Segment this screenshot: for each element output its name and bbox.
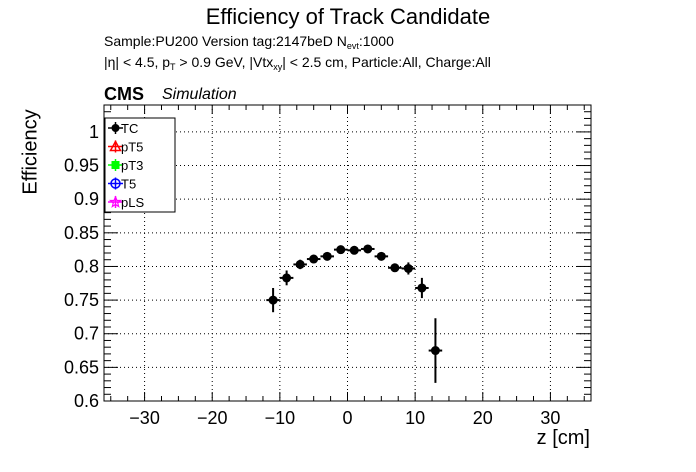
cuts-part-1: |η| < 4.5, p — [104, 54, 171, 70]
legend-entry: pT3 — [108, 158, 143, 173]
legend-label: T5 — [121, 177, 136, 192]
data-point — [347, 245, 362, 255]
point-marker — [336, 245, 346, 255]
selection-cuts: |η| < 4.5, pT > 0.9 GeV, |Vtxxy| < 2.5 c… — [104, 54, 491, 72]
point-marker — [295, 259, 305, 269]
x-tick-label: 10 — [405, 408, 425, 428]
legend-entry: T5 — [108, 177, 136, 192]
y-tick-label: 0.7 — [74, 324, 99, 344]
legend-marker-open-circle — [110, 178, 121, 189]
x-tick-label: −10 — [265, 408, 296, 428]
data-point — [306, 254, 321, 264]
data-point — [374, 251, 389, 261]
grid-lines — [104, 105, 591, 401]
simulation-label: Simulation — [162, 86, 237, 103]
legend-marker-star — [108, 195, 123, 208]
x-tick-label: −30 — [129, 408, 160, 428]
legend-marker-square — [111, 161, 120, 169]
y-tick-label: 0.65 — [64, 357, 99, 377]
x-axis-label: z [cm] — [536, 427, 590, 449]
y-tick-label: 0.9 — [74, 189, 99, 209]
point-marker — [417, 283, 427, 293]
data-points — [266, 244, 443, 383]
cuts-subscript-1: T — [170, 62, 176, 72]
data-point — [401, 262, 416, 275]
chart-title: Efficiency of Track Candidate — [205, 4, 491, 29]
data-point — [333, 245, 348, 255]
cuts-subscript-2: xy — [273, 62, 283, 72]
x-tick-label: −20 — [197, 408, 228, 428]
point-marker — [403, 263, 413, 273]
data-point — [293, 259, 307, 270]
x-tick-label: 20 — [473, 408, 493, 428]
sample-info: Sample:PU200 Version tag:2147beD Nevt:10… — [104, 33, 394, 51]
data-point — [388, 263, 402, 273]
y-tick-label: 0.6 — [74, 391, 99, 411]
data-point — [428, 318, 443, 383]
legend: TC pT5 pT3 T5 pLS — [104, 117, 176, 213]
legend-label: TC — [121, 121, 138, 136]
cms-label: CMS — [104, 84, 144, 104]
point-marker — [309, 254, 319, 264]
legend-entry: TC — [108, 121, 138, 136]
legend-marker-circle — [111, 124, 120, 132]
legend-entry: pT5 — [108, 140, 143, 155]
x-tick-label: 0 — [342, 408, 352, 428]
point-marker — [282, 273, 292, 283]
sample-info-suffix: :1000 — [358, 33, 394, 49]
y-tick-label: 0.95 — [64, 156, 99, 176]
data-point — [279, 270, 294, 286]
point-marker — [430, 346, 440, 356]
legend-entry: pLS — [108, 195, 144, 210]
legend-label: pLS — [121, 195, 144, 210]
y-tick-label: 0.8 — [74, 256, 99, 276]
point-marker — [322, 251, 332, 261]
legend-marker-triangle — [109, 139, 122, 152]
data-point — [320, 251, 334, 261]
data-point — [361, 244, 375, 254]
point-marker — [363, 244, 373, 254]
x-tick-label: 30 — [540, 408, 560, 428]
point-marker — [268, 295, 278, 305]
legend-label: pT3 — [121, 158, 143, 173]
point-marker — [376, 251, 386, 261]
y-tick-label: 1 — [89, 122, 99, 142]
sample-info-subscript: evt — [346, 41, 359, 51]
legend-label: pT5 — [121, 140, 143, 155]
point-marker — [390, 263, 400, 273]
cuts-part-3: | < 2.5 cm, Particle:All, Charge:All — [282, 54, 491, 70]
data-point — [266, 287, 280, 313]
point-marker — [349, 245, 359, 255]
sample-info-text: Sample:PU200 Version tag:2147beD N — [104, 33, 347, 49]
y-tick-label: 0.85 — [64, 223, 99, 243]
y-tick-label: 0.75 — [64, 290, 99, 310]
data-point — [415, 277, 429, 299]
cuts-part-2: > 0.9 GeV, |Vtx — [175, 54, 274, 70]
